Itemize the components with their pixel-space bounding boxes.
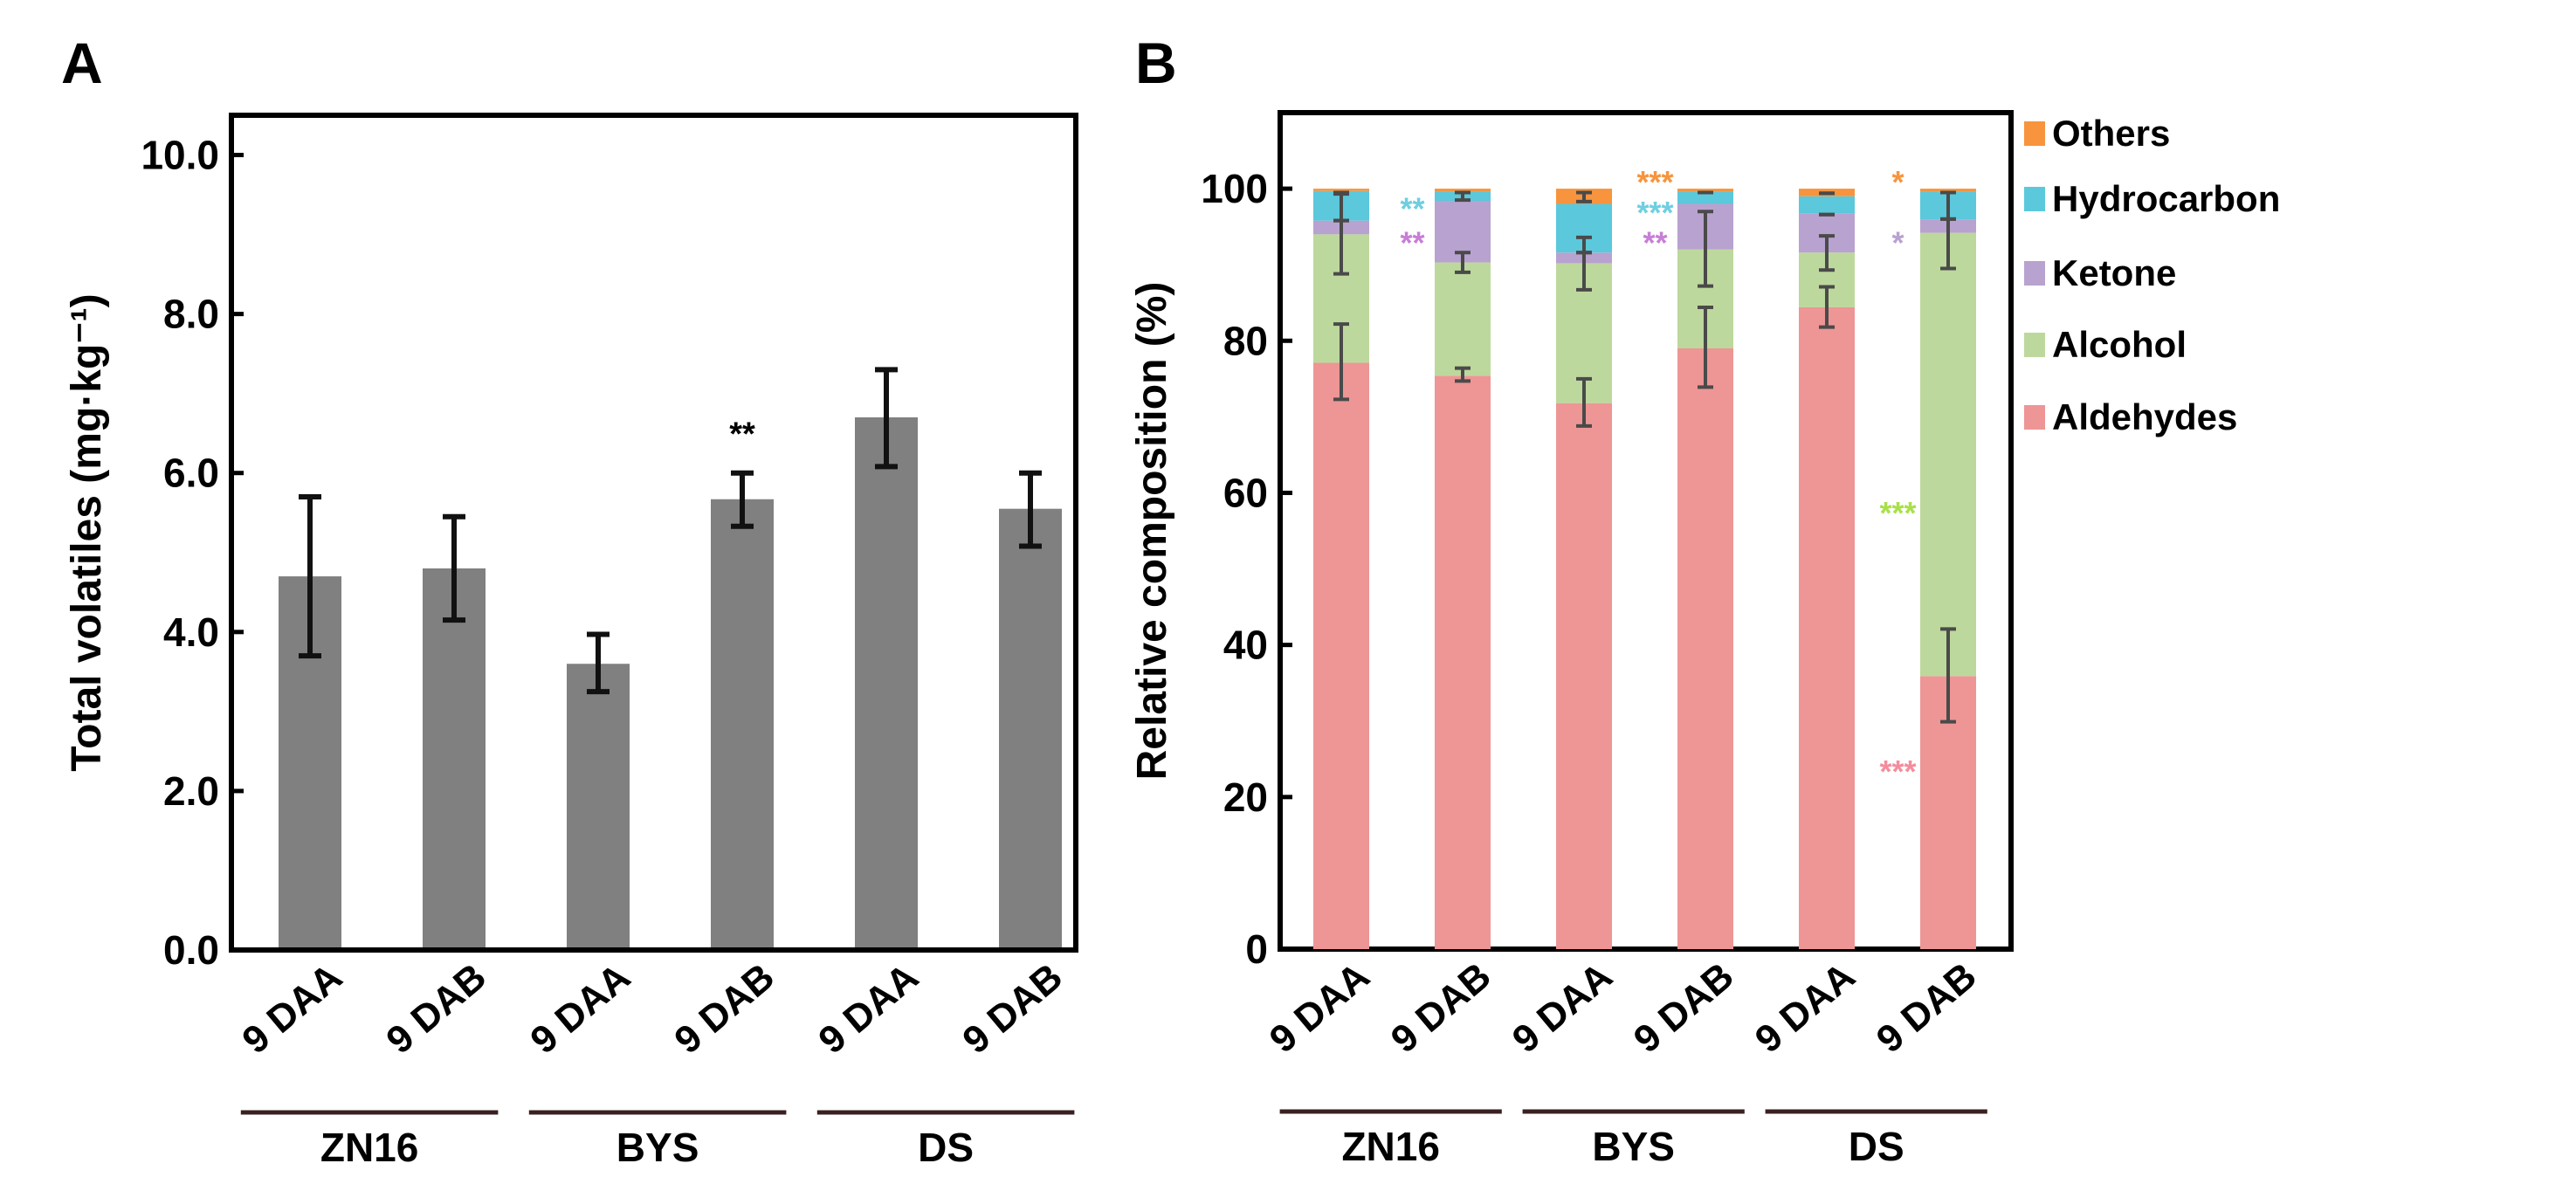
x-tick-label: 9 DAB: [378, 955, 494, 1062]
y-tick-label: 0.0: [163, 927, 219, 973]
legend-swatch: [2024, 187, 2045, 211]
panel-label-b: B: [1135, 31, 1177, 95]
group-label: BYS: [616, 1125, 699, 1170]
legend-label: Aldehydes: [2052, 396, 2237, 437]
bar-segment-alcohol: [1920, 232, 1976, 677]
bar-segment-aldehydes: [1677, 348, 1733, 949]
significance-marker: ***: [1636, 164, 1673, 200]
y-tick-label: 80: [1223, 318, 1268, 363]
legend-label: Others: [2052, 113, 2170, 154]
panel-a-chart: 0.0 2.0 4.0 6.0 8.0 10.0 Total volatiles (mg·k…: [64, 113, 1078, 1170]
bar: [567, 664, 630, 947]
x-tick-label: 9 DAB: [1869, 954, 1985, 1061]
plot-frame: [1278, 110, 2014, 952]
legend-swatch: [2024, 333, 2045, 357]
bar-segment-aldehydes: [1313, 362, 1369, 950]
y-tick-label: 60: [1223, 470, 1268, 515]
y-tick-label: 0: [1245, 926, 1268, 972]
y-axis-label: Relative composition (%): [1129, 282, 1175, 781]
x-tick-label: 9 DAA: [522, 955, 638, 1062]
legend-swatch: [2024, 121, 2045, 146]
x-tick-label: 9 DAB: [666, 955, 782, 1062]
x-tick-label: 9 DAB: [954, 955, 1071, 1062]
legend-swatch: [2024, 405, 2045, 430]
bar-segment-others: [1435, 189, 1491, 192]
y-tick-label: 100: [1201, 166, 1268, 211]
group-label: ZN16: [1341, 1124, 1439, 1169]
significance-marker: **: [1643, 225, 1667, 261]
y-tick-label: 10.0: [141, 133, 219, 178]
y-tick-label: 40: [1223, 623, 1268, 668]
legend-label: Hydrocarbon: [2052, 178, 2280, 219]
legend: Others Hydrocarbon Ketone Alcohol Aldehydes: [2024, 113, 2280, 437]
bar-segment-hydrocarbon: [1799, 196, 1855, 214]
x-tick-label: 9 DAA: [1747, 954, 1863, 1061]
bar-segment-others: [1920, 189, 1976, 192]
legend-label: Ketone: [2052, 252, 2176, 293]
bar-segment-aldehydes: [1799, 306, 1855, 949]
y-tick-label: 8.0: [163, 292, 219, 337]
significance-marker: ***: [1879, 754, 1916, 789]
panel-label-a: A: [61, 31, 103, 95]
significance-marker: ***: [1879, 495, 1916, 531]
significance-marker: *: [1891, 164, 1904, 200]
legend-label: Alcohol: [2052, 324, 2187, 365]
bar-segment-alcohol: [1435, 262, 1491, 376]
x-tick-label: 9 DAA: [234, 955, 350, 1062]
significance-marker: **: [729, 416, 755, 453]
bar: [999, 508, 1062, 947]
bar-segment-aldehydes: [1435, 375, 1491, 949]
bar: [711, 499, 774, 947]
y-tick-label: 6.0: [163, 451, 219, 496]
group-label: DS: [918, 1125, 974, 1170]
bar-segment-others: [1313, 189, 1369, 191]
significance-marker: **: [1400, 191, 1424, 227]
y-tick-label: 4.0: [163, 609, 219, 655]
x-tick-label: 9 DAB: [1383, 954, 1499, 1061]
x-tick-label: 9 DAA: [1262, 954, 1378, 1061]
bar: [423, 568, 486, 947]
bar-segment-hydrocarbon: [1677, 191, 1733, 204]
group-label: ZN16: [320, 1125, 418, 1170]
x-tick-label: 9 DAA: [810, 955, 926, 1062]
x-tick-label: 9 DAB: [1626, 954, 1742, 1061]
bar-segment-others: [1677, 189, 1733, 192]
y-axis-label: Total volatiles (mg·kg⁻¹): [64, 293, 110, 771]
plot-frame: [229, 113, 1078, 953]
y-tick-label: 2.0: [163, 768, 219, 814]
bar: [855, 416, 918, 947]
y-tick-label: 20: [1223, 774, 1268, 820]
panel-b-chart: 0 20 40 60 80 100 Relative composition (%) 9 DA…: [1129, 110, 2280, 1169]
significance-marker: ***: [1636, 195, 1673, 231]
x-tick-label: 9 DAA: [1505, 954, 1621, 1061]
legend-swatch: [2024, 261, 2045, 286]
group-label: BYS: [1592, 1124, 1675, 1169]
group-label: DS: [1849, 1124, 1904, 1169]
significance-marker: **: [1400, 225, 1424, 261]
bar-segment-aldehydes: [1556, 403, 1612, 950]
significance-marker: *: [1891, 225, 1904, 261]
